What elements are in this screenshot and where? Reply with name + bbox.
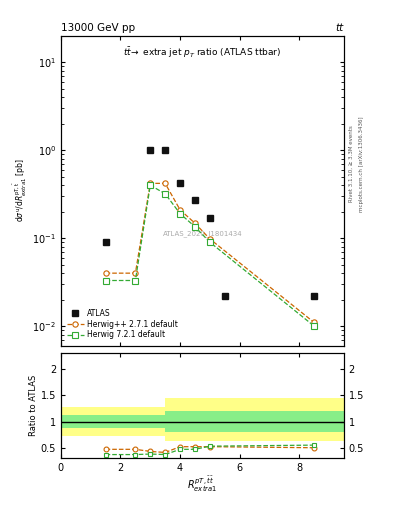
ATLAS (312, 293, 316, 299)
Herwig++ 2.7.1 default (103, 270, 108, 276)
Herwig 7.2.1 default (133, 278, 138, 284)
Herwig 7.2.1 default (178, 210, 182, 217)
Herwig++ 2.7.1 default (208, 236, 212, 242)
ATLAS (178, 180, 182, 186)
Herwig 7.2.1 default (193, 224, 197, 230)
ATLAS (103, 239, 108, 245)
Text: ATLAS_2020_I1801434: ATLAS_2020_I1801434 (163, 231, 242, 238)
Text: Rivet 3.1.10, ≥ 3.3M events: Rivet 3.1.10, ≥ 3.3M events (349, 125, 354, 202)
Herwig 7.2.1 default (103, 278, 108, 284)
Text: $t\bar{t}\!\rightarrow$ extra jet $p_T$ ratio (ATLAS ttbar): $t\bar{t}\!\rightarrow$ extra jet $p_T$ … (123, 45, 281, 60)
Herwig 7.2.1 default (208, 239, 212, 245)
ATLAS (163, 147, 167, 153)
X-axis label: $R^{pT,\bar{t}\bar{t}}_{extra1}$: $R^{pT,\bar{t}\bar{t}}_{extra1}$ (187, 475, 218, 494)
Text: mcplots.cern.ch [arXiv:1306.3436]: mcplots.cern.ch [arXiv:1306.3436] (359, 116, 364, 211)
Line: ATLAS: ATLAS (103, 147, 317, 299)
ATLAS (208, 215, 212, 221)
Line: Herwig 7.2.1 default: Herwig 7.2.1 default (103, 183, 317, 329)
Herwig++ 2.7.1 default (163, 180, 167, 186)
Herwig 7.2.1 default (312, 323, 316, 329)
Herwig 7.2.1 default (148, 182, 152, 188)
Herwig++ 2.7.1 default (178, 207, 182, 213)
Herwig++ 2.7.1 default (148, 180, 152, 186)
Herwig++ 2.7.1 default (133, 270, 138, 276)
Legend: ATLAS, Herwig++ 2.7.1 default, Herwig 7.2.1 default: ATLAS, Herwig++ 2.7.1 default, Herwig 7.… (65, 306, 180, 342)
Herwig++ 2.7.1 default (193, 220, 197, 226)
Text: 13000 GeV pp: 13000 GeV pp (61, 23, 135, 33)
ATLAS (193, 197, 197, 203)
Y-axis label: $\mathrm{d}\sigma^\mathrm{u}$/$\mathrm{d}R^\mathrm{pT,\bar{t}}_{extra1}$ [pb]: $\mathrm{d}\sigma^\mathrm{u}$/$\mathrm{d… (12, 159, 29, 223)
Herwig++ 2.7.1 default (312, 319, 316, 326)
Line: Herwig++ 2.7.1 default: Herwig++ 2.7.1 default (103, 181, 317, 325)
ATLAS (148, 147, 152, 153)
Text: tt: tt (336, 23, 344, 33)
ATLAS (222, 293, 227, 299)
Y-axis label: Ratio to ATLAS: Ratio to ATLAS (29, 375, 38, 436)
Herwig 7.2.1 default (163, 190, 167, 197)
